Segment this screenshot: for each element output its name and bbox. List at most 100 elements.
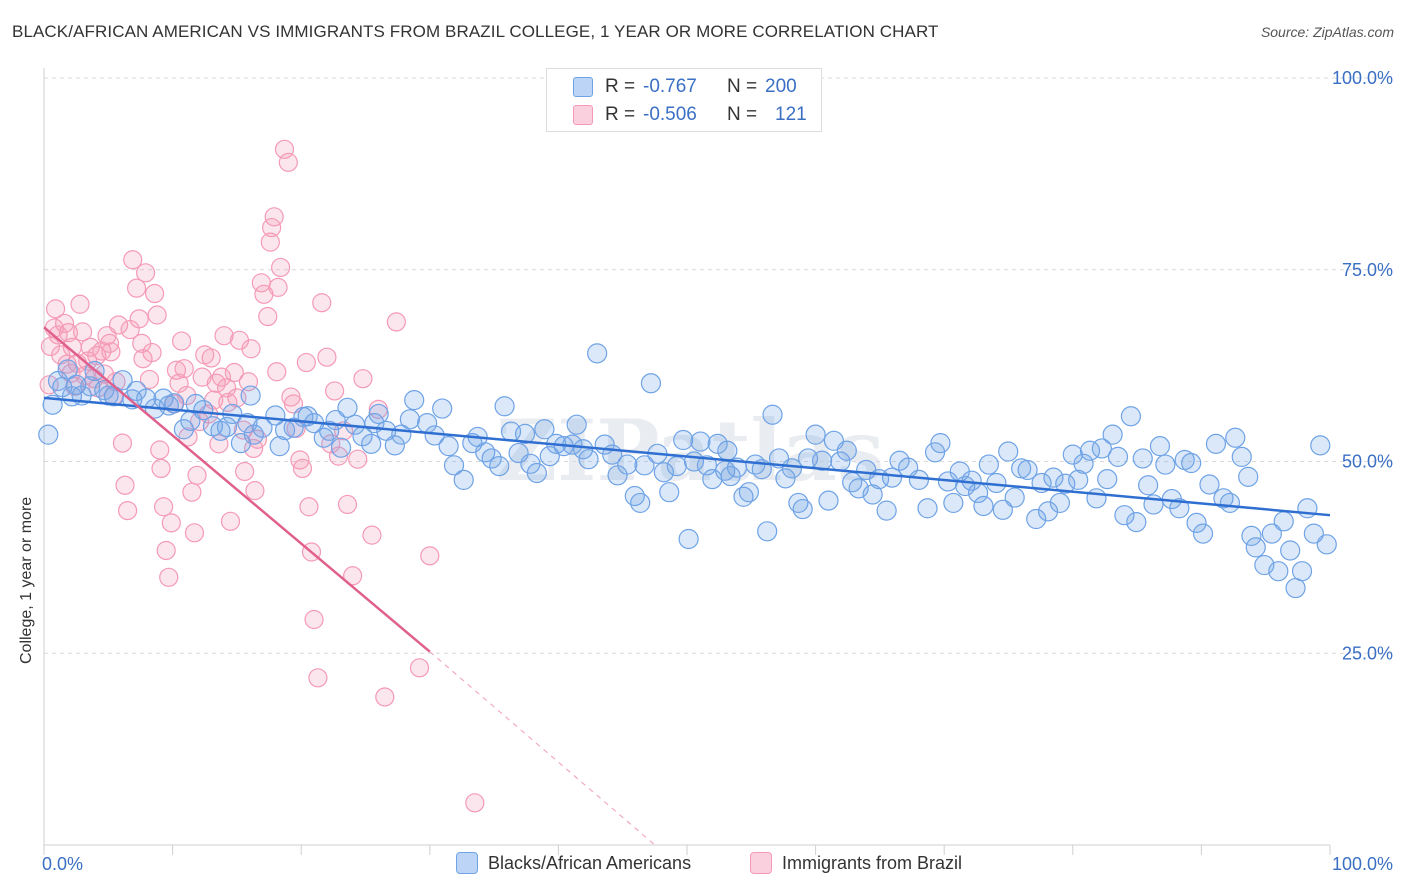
blue-point <box>1310 435 1331 456</box>
blue-point <box>489 456 510 477</box>
blue-point <box>330 437 352 458</box>
blue-point <box>368 403 389 425</box>
blue-point <box>432 398 453 419</box>
blue-point <box>1126 511 1147 533</box>
legend-label-brazil: Immigrants from Brazil <box>782 852 963 873</box>
pink-point <box>144 283 165 304</box>
legend-swatch-pink <box>750 852 772 874</box>
blue-point <box>678 528 699 550</box>
blue-point <box>717 440 738 461</box>
blue-point <box>1120 406 1142 427</box>
pink-point <box>156 540 176 561</box>
pink-point <box>206 373 226 393</box>
blue-point <box>1043 467 1064 488</box>
blue-point <box>1132 448 1153 469</box>
blue-point <box>818 490 839 511</box>
blue-point <box>1169 498 1190 519</box>
blue-point <box>1316 534 1337 555</box>
pink-point <box>245 481 265 501</box>
pink-point <box>161 513 181 533</box>
pink-point <box>214 326 234 346</box>
trend-lines <box>43 326 1331 846</box>
stats-r-value-pink: -0.506 <box>643 104 697 125</box>
blue-point <box>792 498 813 520</box>
pink-point <box>308 668 328 688</box>
legend-label-blacks: Blacks/African Americans <box>488 852 692 873</box>
y-tick-label: 75.0% <box>1342 260 1393 280</box>
blue-point <box>539 446 560 467</box>
blue-point <box>98 385 119 406</box>
blue-point <box>1073 453 1094 474</box>
chart-title: BLACK/AFRICAN AMERICAN VS IMMIGRANTS FRO… <box>12 22 939 41</box>
blue-point <box>836 440 857 461</box>
blue-point <box>38 424 59 445</box>
blue-point <box>1192 523 1214 544</box>
pink-point <box>465 793 485 813</box>
blue-trend-line <box>43 396 1331 517</box>
blue-point <box>1055 473 1076 494</box>
blue-point <box>781 458 803 479</box>
pink-point <box>353 369 373 389</box>
blue-point <box>998 441 1019 462</box>
blue-point <box>876 500 897 521</box>
blue-point <box>653 462 674 483</box>
blue-point <box>573 439 594 460</box>
blue-point <box>404 390 425 411</box>
pink-point <box>224 362 244 383</box>
pink-point <box>142 342 162 363</box>
blue-point <box>908 469 930 491</box>
pink-point <box>112 433 133 453</box>
blue-point <box>534 419 555 440</box>
pink-point <box>174 359 194 379</box>
y-tick-label: 25.0% <box>1342 643 1393 663</box>
blue-point <box>1037 501 1059 522</box>
blue-point <box>514 423 536 444</box>
blue-point <box>673 429 694 451</box>
blue-point <box>1026 508 1047 530</box>
pink-point <box>139 369 160 390</box>
stats-n-label: N = <box>727 104 758 125</box>
pink-point <box>169 373 189 393</box>
blue-point <box>526 462 547 484</box>
grid-lines <box>44 77 1392 654</box>
blue-point <box>164 393 185 414</box>
pink-trend-line <box>43 326 431 653</box>
stats-r-label: R = <box>605 76 636 97</box>
pink-point <box>184 523 205 543</box>
blue-point <box>399 409 420 430</box>
blue-point <box>917 498 938 519</box>
pink-point <box>70 294 90 314</box>
y-tick-label: 100.0% <box>1332 68 1393 88</box>
blue-point <box>443 455 465 476</box>
blue-point <box>1086 488 1107 509</box>
pink-point <box>135 263 156 283</box>
blue-point <box>193 400 214 421</box>
blue-point <box>1231 446 1252 467</box>
pink-point <box>101 342 121 362</box>
blue-point <box>1017 459 1038 481</box>
pink-point <box>260 232 280 252</box>
stats-box: R = -0.767 N = 200 R = -0.506 N = 121 <box>546 68 822 132</box>
blue-point <box>1114 505 1135 526</box>
blue-point <box>337 397 358 418</box>
pink-point <box>187 465 207 485</box>
pink-point <box>325 381 345 401</box>
blue-point <box>1149 436 1171 457</box>
blue-point <box>1225 427 1246 448</box>
blue-point <box>1155 454 1176 475</box>
blue-point <box>1004 487 1025 508</box>
blue-point <box>481 448 502 469</box>
pink-point <box>182 482 202 502</box>
blue-point <box>216 416 238 438</box>
blue-point <box>1219 492 1241 514</box>
pink-point <box>271 257 291 278</box>
pink-point <box>337 494 358 515</box>
pink-point <box>123 250 143 270</box>
blue-point <box>1238 466 1259 487</box>
blue-point <box>811 450 833 471</box>
blue-point <box>666 456 687 477</box>
pink-point <box>45 299 66 319</box>
stats-r-value-blue: -0.767 <box>643 76 697 97</box>
blue-point <box>1186 512 1207 533</box>
